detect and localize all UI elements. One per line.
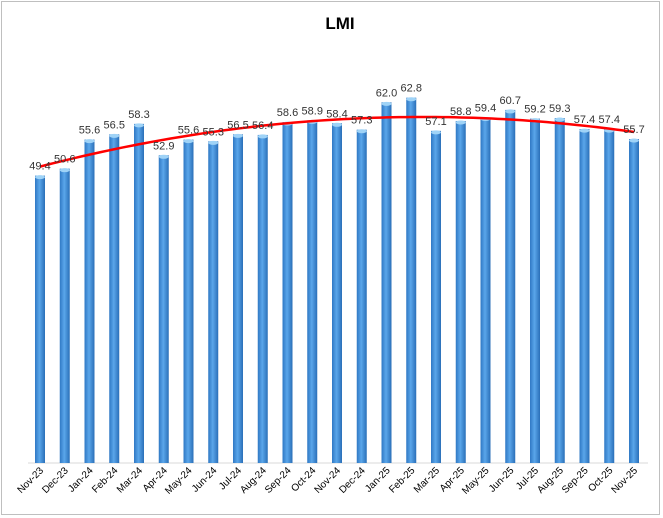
bar-cap [356, 129, 367, 134]
bar-Oct-25 [604, 129, 615, 463]
x-tick-label: Nov-24 [313, 465, 344, 496]
bar-Mar-24 [134, 123, 144, 464]
data-label: 58.6 [277, 107, 298, 119]
bar-cap [579, 128, 590, 133]
bar-Dec-23 [59, 168, 70, 463]
bar-Apr-24 [158, 155, 169, 463]
bar-cap [629, 138, 639, 143]
bar-Jul-24 [233, 134, 243, 463]
bar-Jan-25 [381, 102, 392, 463]
x-tick-label: Dec-24 [337, 465, 368, 496]
bar-Nov-24 [332, 123, 342, 463]
x-tick-label: Jun-25 [487, 465, 517, 495]
bar-Apr-25 [455, 120, 466, 464]
bar-cap [109, 133, 120, 138]
data-label: 55.6 [79, 125, 100, 137]
bar-Mar-25 [431, 130, 441, 464]
data-label: 59.4 [475, 102, 496, 114]
bar-cap [158, 154, 169, 159]
bar-cap [84, 139, 95, 144]
data-label: 57.4 [599, 114, 620, 126]
chart-title: LMI [325, 14, 354, 33]
data-label: 59.3 [549, 103, 570, 115]
x-tick-label: Mar-24 [115, 465, 145, 495]
bar-cap [554, 117, 565, 122]
bar-cap [134, 123, 144, 128]
data-label: 57.3 [351, 115, 372, 127]
bar-cap [257, 134, 268, 139]
x-tick-label: Nov-25 [610, 465, 641, 496]
bar-cap [406, 97, 417, 102]
bar-cap [332, 122, 342, 127]
data-label: 49.4 [29, 161, 50, 173]
x-tick-label: Dec-23 [40, 465, 71, 496]
data-label: 58.8 [450, 106, 471, 118]
data-label: 55.6 [178, 125, 199, 137]
x-tick-label: Nov-23 [16, 465, 47, 496]
bar-May-25 [480, 117, 491, 463]
bar-cap [381, 101, 392, 106]
bar-Jun-24 [208, 141, 219, 463]
data-label: 58.4 [326, 108, 347, 120]
data-label: 58.9 [302, 105, 323, 117]
x-tick-label: Aug-24 [238, 465, 269, 496]
bar-Sep-24 [282, 122, 293, 463]
bar-Aug-24 [257, 134, 268, 463]
bar-Nov-25 [629, 138, 639, 463]
data-label: 52.9 [153, 140, 174, 152]
data-label: 62.0 [376, 87, 397, 99]
trendline [39, 115, 635, 168]
bar-Feb-24 [109, 134, 120, 463]
bar-Jan-24 [84, 139, 95, 464]
x-tick-label: Jun-24 [190, 465, 220, 495]
bar-Oct-24 [307, 120, 318, 463]
x-tick-label: Feb-24 [90, 465, 120, 495]
x-tick-label: Aug-25 [535, 465, 566, 496]
bar-Nov-23 [35, 175, 45, 463]
data-label: 62.8 [401, 83, 422, 95]
bar-Jul-25 [530, 118, 540, 463]
bar-cap [431, 130, 441, 135]
data-label: 60.7 [500, 95, 521, 107]
x-tick-label: May-24 [163, 465, 195, 497]
bar-cap [183, 139, 194, 144]
bar-Aug-25 [554, 118, 565, 464]
data-label: 56.5 [227, 119, 248, 131]
data-label: 56.5 [104, 119, 125, 131]
x-tick-label: Feb-25 [387, 465, 417, 495]
bar-Dec-24 [356, 129, 367, 464]
bar-cap [505, 109, 516, 114]
data-label: 50.6 [54, 154, 75, 166]
bar-Feb-25 [406, 97, 417, 463]
bar-Sep-25 [579, 129, 590, 463]
bar-cap [233, 133, 243, 138]
bar-cap [208, 140, 219, 145]
data-label: 55.7 [623, 124, 644, 136]
data-label: 57.4 [574, 114, 595, 126]
data-label: 58.3 [128, 109, 149, 121]
data-label: 56.4 [252, 120, 273, 132]
x-tick-label: Sep-25 [560, 465, 591, 496]
x-tick-label: Sep-24 [263, 465, 294, 496]
bar-cap [455, 120, 466, 125]
bar-Jun-25 [505, 109, 516, 463]
x-tick-label: May-25 [460, 465, 492, 497]
data-label: 57.1 [425, 116, 446, 128]
data-label: 59.2 [524, 104, 545, 116]
bar-cap [59, 168, 70, 173]
bar-cap [35, 175, 45, 180]
x-tick-label: Mar-25 [412, 465, 442, 495]
data-label: 55.3 [203, 126, 224, 138]
bar-May-24 [183, 139, 194, 464]
